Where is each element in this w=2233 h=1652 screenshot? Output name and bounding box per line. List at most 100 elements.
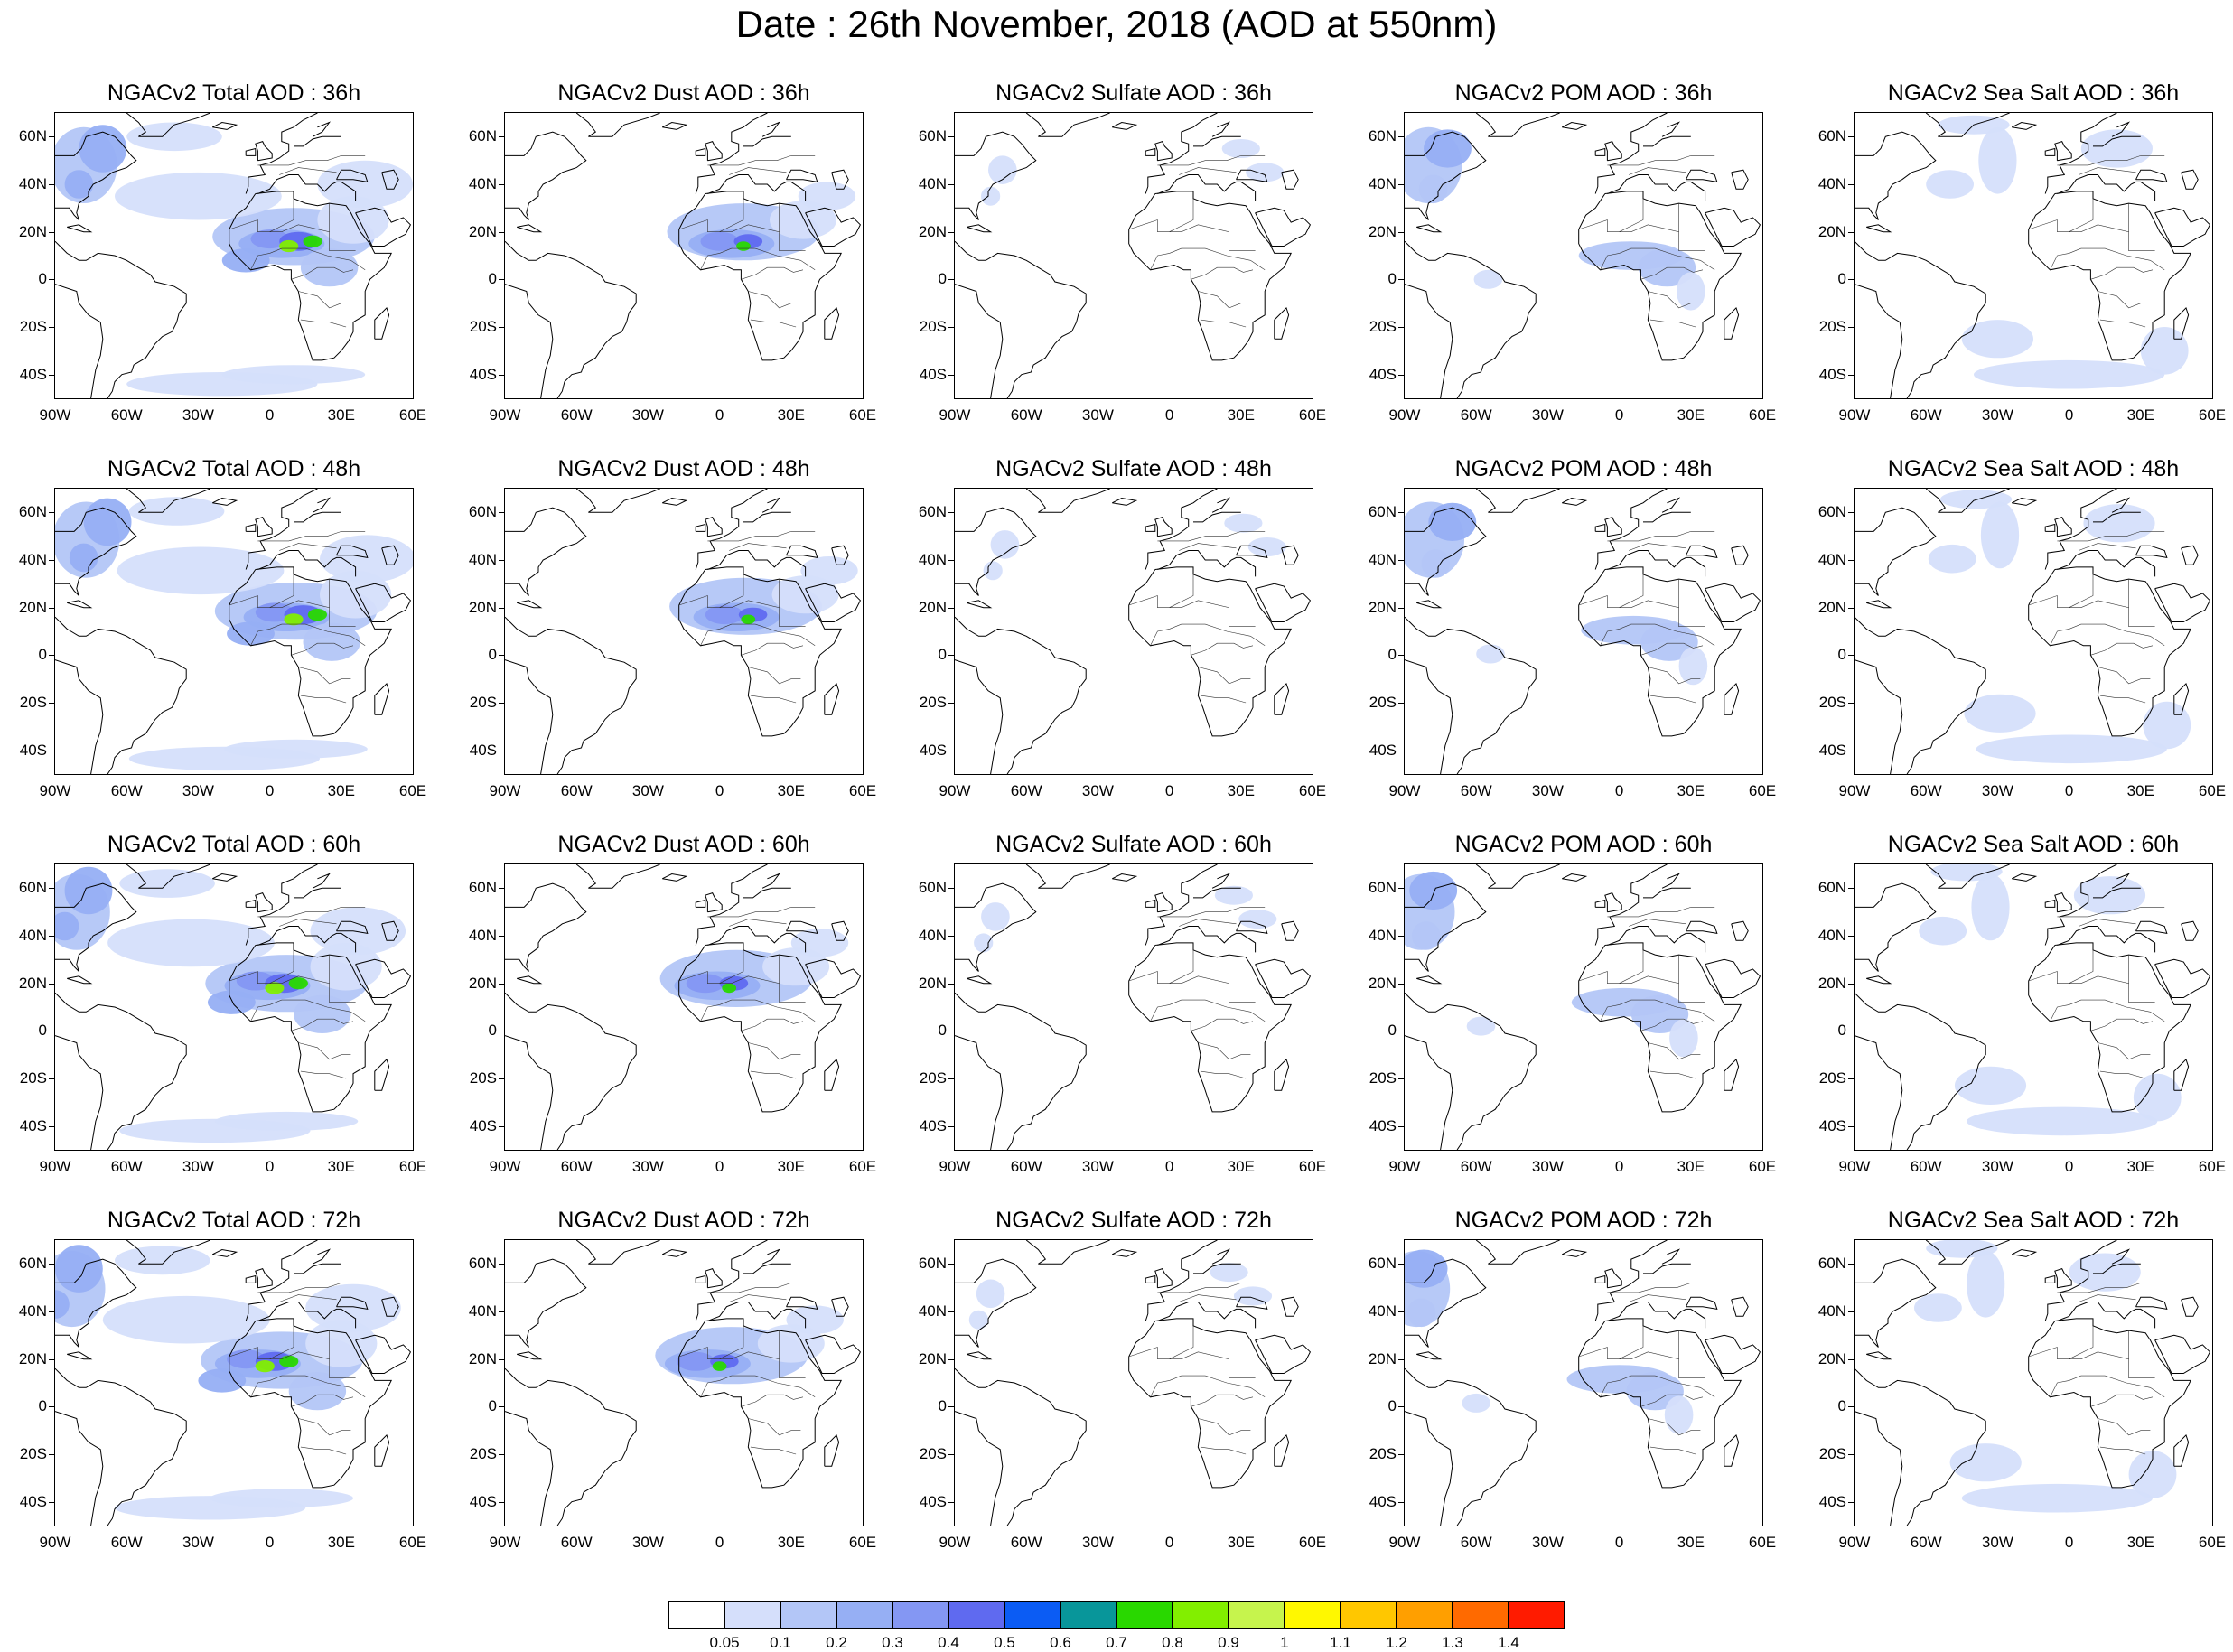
lat-tick-label: 60N [918,879,947,897]
country-border [700,623,816,647]
lat-tick [49,512,54,514]
coastline [705,891,723,913]
country-border [741,1018,804,1031]
lat-tick [1848,136,1854,138]
map-frame [504,488,864,775]
aod-field [1640,622,1698,661]
lat-tick-label: 40S [1818,741,1846,759]
lat-tick [49,1501,54,1503]
aod-field [1473,269,1503,289]
lon-tick-label: 60E [1298,1158,1327,1175]
country-border [741,266,804,280]
lat-tick-label: 60N [1817,879,1846,897]
coastline [2044,113,2117,194]
lat-tick [1398,655,1404,657]
coastline [2044,864,2117,946]
lon-tick-label: 60E [848,406,877,424]
map-frame [54,1239,414,1526]
coastline [1211,873,1231,889]
coastline [2154,1334,2211,1374]
coastline [2044,1240,2117,1321]
lon-tick-label: 0 [715,1158,724,1175]
coastline [245,1274,257,1283]
country-border [2079,919,2136,927]
coastline [1643,135,1691,147]
lat-tick-label: 40N [918,927,947,944]
map-panel: NGACv2 Dust AOD : 36h 60N 40N 20N 0 20S 40S 90W… [450,79,876,453]
aod-field [250,229,289,249]
lat-tick-label: 20S [469,1445,497,1462]
coastline [707,174,807,201]
lon-tick-label: 0 [1164,782,1174,799]
lon-tick-label: 30W [1981,1534,2013,1551]
lat-tick-label: 20S [469,1069,497,1087]
aod-field [1462,1393,1490,1413]
lat-tick-label: 0 [938,1022,947,1040]
colorbar-label: 0.05 [709,1634,740,1651]
aod-field [236,971,275,991]
coastline [255,891,273,913]
lon-tick-label: 0 [265,1158,275,1175]
lat-tick-label: 40N [918,175,947,192]
lat-tick [49,1078,54,1079]
lon-tick-label: 30E [777,1534,805,1551]
coastline [1405,240,1537,398]
coastline [1274,1058,1290,1091]
coastline [257,550,357,577]
coastline [505,131,587,220]
lat-tick [1848,184,1854,185]
aod-field [968,1310,988,1330]
lon-tick-label: 90W [1388,406,1421,424]
lon-tick-label: 30W [1981,406,2013,424]
lat-tick [1398,327,1404,328]
coastline [2135,920,2168,935]
country-border [1191,1018,1254,1031]
aod-field [210,1489,353,1508]
lat-tick-label: 0 [1837,646,1846,664]
country-border [1578,1347,1705,1378]
lat-tick [49,936,54,937]
lat-tick [49,560,54,561]
lat-tick-label: 0 [1387,1022,1397,1040]
aod-map [505,489,862,774]
lon-tick-label: 30W [1531,1158,1564,1175]
lat-tick [1398,983,1404,985]
aod-field [1421,549,1451,578]
coastline [55,507,137,596]
lat-tick-label: 40N [18,1302,47,1320]
lat-tick [1848,231,1854,233]
coastline [824,682,840,715]
coastline [355,207,412,247]
coastline [2111,1248,2131,1265]
lat-tick-label: 40S [19,1492,47,1510]
lon-tick-label: 90W [1838,1158,1871,1175]
lat-tick-label: 0 [1837,1397,1846,1415]
aod-field [208,990,256,1014]
aod-field [1412,921,1441,950]
coastline [955,240,1087,398]
coastline [967,224,993,233]
aod-field [1980,501,2020,569]
aod-field [2133,1073,2182,1122]
coastline [1405,1035,1453,1150]
country-border [1640,1018,1704,1031]
lat-tick-label: 60N [468,1255,497,1273]
coastline [661,497,688,506]
coastline [2054,891,2072,913]
coastline [1594,523,1606,532]
aod-map [1405,489,1761,774]
coastline [786,169,818,183]
aod-field [55,1290,70,1319]
lat-tick-label: 20N [1368,222,1397,240]
lon-tick-label: 60W [1460,1158,1492,1175]
aod-field [227,621,275,646]
aod-field [2069,1253,2141,1292]
lon-tick-label: 30W [1531,1534,1564,1551]
coastline [211,1248,238,1257]
country-border [2057,907,2165,918]
coastline [55,284,104,398]
lat-tick [1848,655,1854,657]
lat-tick [49,1454,54,1455]
country-border [229,971,356,1003]
lat-tick [1398,607,1404,609]
